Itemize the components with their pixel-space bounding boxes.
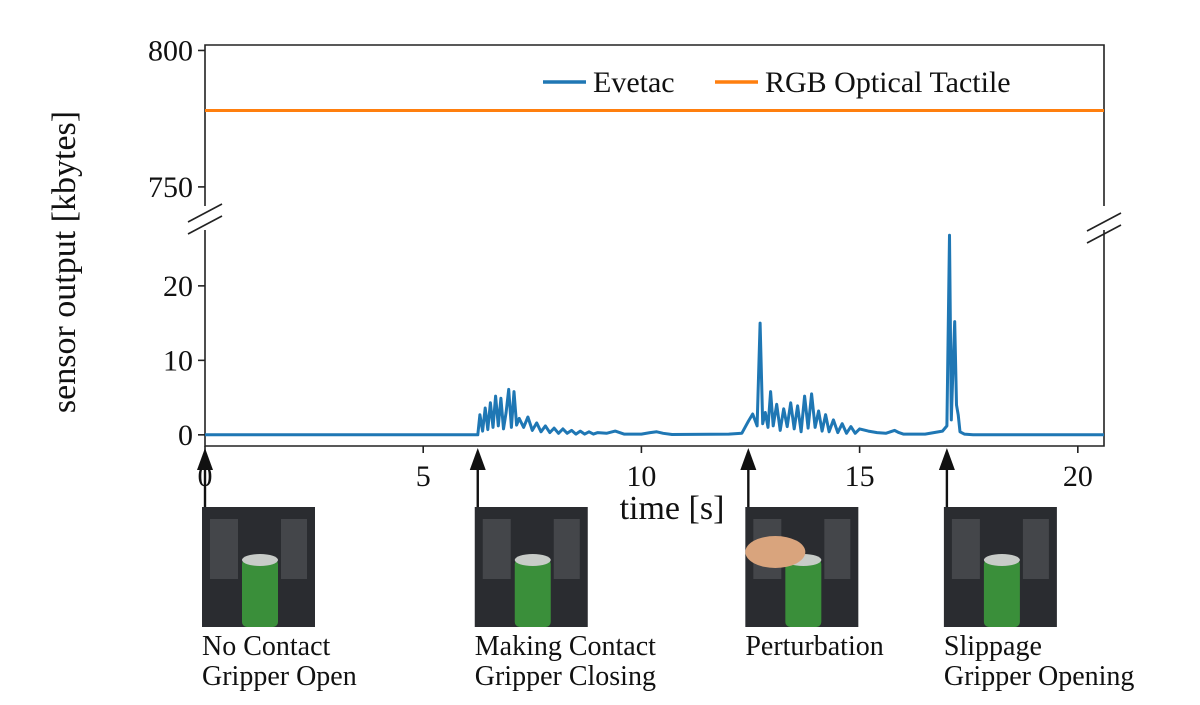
x-axis-title: time [s]	[620, 490, 725, 527]
event-photo	[943, 507, 1057, 627]
event-photo	[474, 507, 588, 627]
bottom-panel-frame	[204, 230, 1105, 447]
event-arrow-head	[469, 448, 486, 470]
y-axis-title: sensor output [kbytes]	[46, 111, 83, 413]
event-caption-line: Gripper Opening	[944, 661, 1135, 692]
soda-can	[785, 559, 822, 627]
event-arrow-head	[740, 448, 757, 470]
y-tick-label-bottom: 0	[178, 419, 193, 452]
event-caption-line: Perturbation	[745, 631, 883, 662]
event-caption-line: Gripper Open	[202, 661, 357, 692]
gripper-finger-right	[1022, 519, 1049, 579]
event-arrow-head	[938, 448, 955, 470]
y-tick-label-bottom: 10	[163, 344, 193, 377]
soda-can	[983, 559, 1020, 627]
event-caption-line: Gripper Closing	[475, 661, 656, 692]
event-caption-line: Making Contact	[475, 631, 656, 662]
soda-can-lid	[514, 554, 551, 566]
perturbing-hand	[745, 536, 806, 568]
soda-can-lid	[983, 554, 1020, 566]
legend: Evetac RGB Optical Tactile	[543, 66, 1011, 99]
y-tick-label-bottom: 20	[163, 270, 193, 303]
axis-tick-labels: 0510152075080001020	[148, 34, 1093, 493]
event-photo	[202, 507, 315, 627]
y-tick-label-top: 750	[148, 171, 193, 204]
legend-label-evetac: Evetac	[593, 66, 675, 99]
axis-break-right	[1086, 212, 1122, 244]
gripper-finger-left	[482, 519, 511, 579]
series-lines	[205, 109, 1104, 437]
x-tick-label: 10	[626, 460, 656, 493]
y-tick-label-top: 800	[148, 34, 193, 67]
gripper-finger-left	[951, 519, 980, 579]
soda-can	[514, 559, 551, 627]
series-line-evetac	[205, 233, 1104, 437]
gripper-finger-left	[210, 519, 238, 579]
event-caption-line: No Contact	[202, 631, 331, 662]
gripper-finger-right	[824, 519, 851, 579]
top-panel-frame	[204, 44, 1105, 206]
soda-can	[242, 559, 278, 627]
soda-can-lid	[242, 554, 278, 566]
x-tick-label: 5	[416, 460, 431, 493]
event-photo	[745, 507, 859, 627]
event-arrow-head	[197, 448, 213, 470]
legend-label-rgb-optical-tactile: RGB Optical Tactile	[765, 66, 1011, 99]
axis-break-left	[187, 203, 223, 235]
x-tick-label: 15	[845, 460, 875, 493]
event-caption-line: Slippage	[944, 631, 1042, 662]
gripper-finger-right	[281, 519, 307, 579]
event-annotation: Perturbation	[740, 448, 884, 662]
x-tick-label: 20	[1063, 460, 1093, 493]
gripper-finger-right	[553, 519, 580, 579]
